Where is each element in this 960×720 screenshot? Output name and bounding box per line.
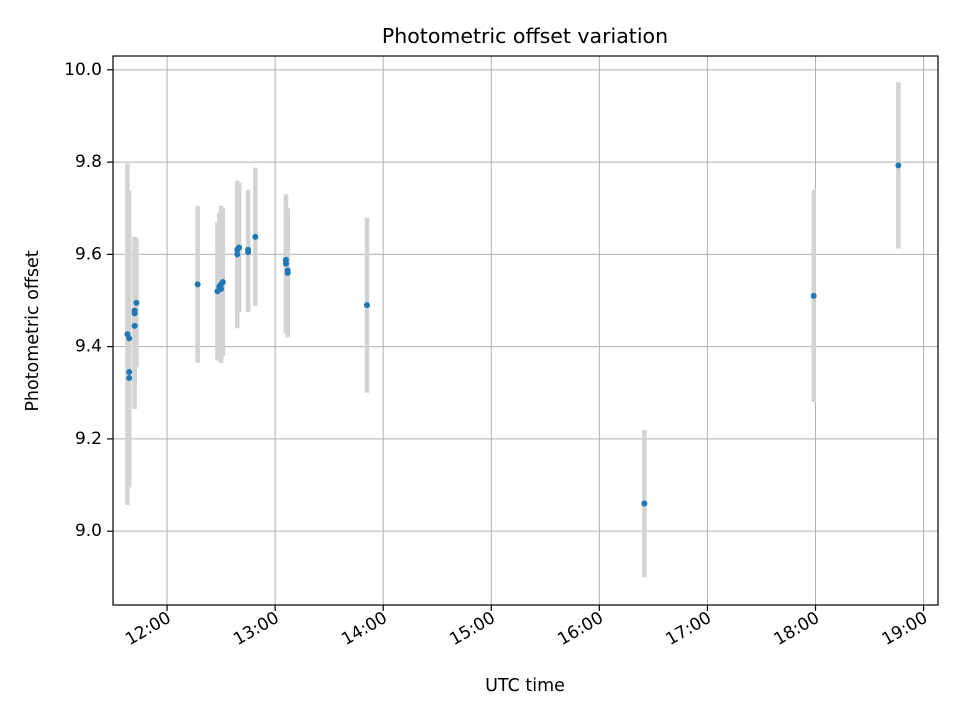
y-tick-label: 9.4 xyxy=(75,337,102,357)
data-point xyxy=(245,249,252,256)
data-point xyxy=(126,375,133,382)
x-tick-label: 14:00 xyxy=(338,608,390,650)
plot-area-frame xyxy=(112,55,939,606)
y-tick-label: 9.0 xyxy=(75,521,102,541)
x-tick-label: 13:00 xyxy=(230,608,282,650)
y-tick-label: 9.8 xyxy=(75,152,102,172)
data-point xyxy=(133,299,140,306)
y-tick-label: 9.6 xyxy=(75,244,102,264)
data-point xyxy=(234,251,241,258)
data-point xyxy=(126,369,133,376)
y-axis-label: Photometric offset xyxy=(23,250,43,411)
data-point xyxy=(284,269,291,276)
x-tick-label: 15:00 xyxy=(446,608,498,650)
data-point xyxy=(194,281,201,288)
x-axis-label: UTC time xyxy=(485,676,565,696)
x-tick-label: 12:00 xyxy=(122,608,174,650)
axis-ticks: 12:00 13:00 14:00 15:00 16:00 17:00 18:00 19:00… xyxy=(64,60,931,650)
data-point xyxy=(219,279,226,286)
error-bars xyxy=(125,82,901,578)
data-point xyxy=(131,322,138,329)
y-tick-label: 9.2 xyxy=(75,429,102,449)
data-point xyxy=(810,292,817,299)
x-tick-label: 17:00 xyxy=(662,608,714,650)
data-point xyxy=(363,302,370,309)
data-point xyxy=(131,307,138,314)
data-point xyxy=(236,244,243,251)
data-point xyxy=(895,162,902,169)
chart-title: Photometric offset variation xyxy=(382,24,668,48)
data-point xyxy=(641,500,648,507)
data-point xyxy=(218,285,225,292)
x-tick-label: 19:00 xyxy=(879,608,931,650)
x-tick-label: 16:00 xyxy=(554,608,606,650)
data-point xyxy=(252,233,259,240)
y-tick-label: 10.0 xyxy=(64,60,102,80)
x-tick-label: 18:00 xyxy=(771,608,823,650)
data-point xyxy=(282,256,289,263)
data-points xyxy=(124,162,902,507)
data-point xyxy=(126,335,133,342)
grid xyxy=(113,56,938,605)
